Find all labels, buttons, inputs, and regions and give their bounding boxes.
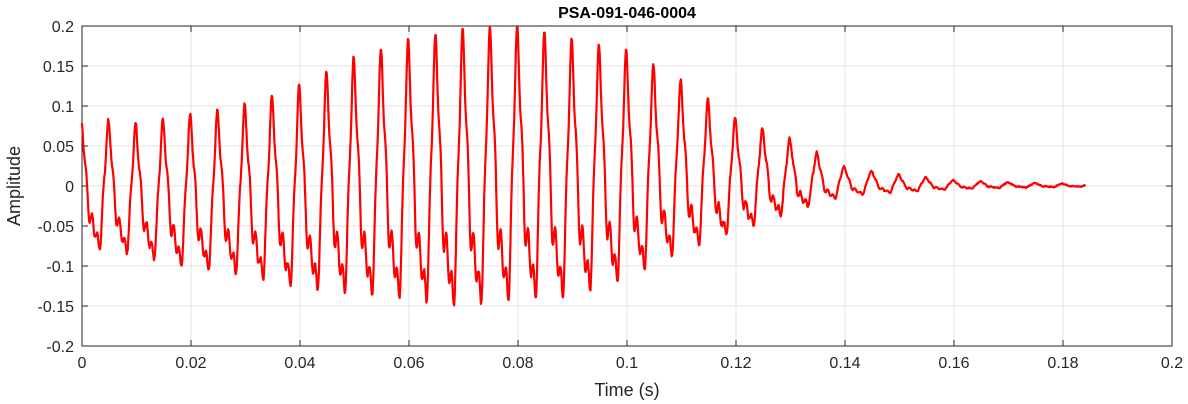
y-tick-label: -0.1 bbox=[46, 259, 74, 276]
chart-title: PSA-091-046-0004 bbox=[558, 5, 696, 22]
x-tick-label: 0.2 bbox=[1161, 355, 1183, 372]
y-tick-label: -0.2 bbox=[46, 339, 74, 356]
x-tick-label: 0.1 bbox=[616, 355, 638, 372]
x-tick-label: 0.06 bbox=[393, 355, 424, 372]
x-axis-label: Time (s) bbox=[594, 380, 659, 400]
x-tick-label: 0.02 bbox=[175, 355, 206, 372]
x-tick-label: 0.12 bbox=[720, 355, 751, 372]
x-tick-label: 0.04 bbox=[284, 355, 315, 372]
x-tick-label: 0 bbox=[78, 355, 87, 372]
tick-marks bbox=[81, 25, 1173, 347]
series-line bbox=[80, 25, 1086, 307]
x-tick-label: 0.16 bbox=[938, 355, 969, 372]
x-tick-labels: 0 0.02 0.04 0.06 0.08 0.1 0.12 0.14 0.16 0.18 0.2 bbox=[78, 355, 1184, 372]
y-tick-label: -0.15 bbox=[38, 299, 75, 316]
y-axis-label: Amplitude bbox=[4, 146, 24, 226]
y-tick-label: -0.05 bbox=[38, 219, 75, 236]
y-tick-label: 0.1 bbox=[52, 99, 74, 116]
x-tick-label: 0.18 bbox=[1047, 355, 1078, 372]
x-tick-label: 0.14 bbox=[829, 355, 860, 372]
x-tick-label: 0.08 bbox=[502, 355, 533, 372]
y-tick-label: 0 bbox=[65, 179, 74, 196]
y-tick-label: 0.05 bbox=[43, 139, 74, 156]
y-tick-label: 0.15 bbox=[43, 59, 74, 76]
y-tick-label: 0.2 bbox=[52, 19, 74, 36]
y-tick-labels: -0.2 -0.15 -0.1 -0.05 0 0.05 0.1 0.15 0.2 bbox=[38, 19, 75, 356]
